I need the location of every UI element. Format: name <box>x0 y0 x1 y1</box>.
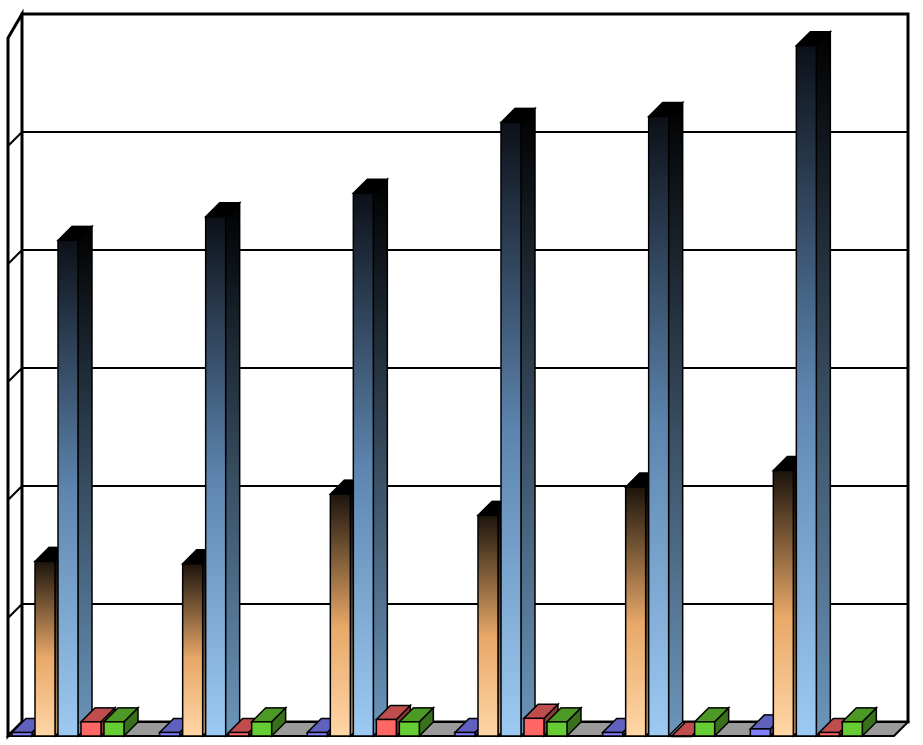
gridline-side <box>7 131 23 147</box>
gridlines <box>7 131 908 619</box>
bar <box>352 192 375 737</box>
bar <box>841 721 864 737</box>
bar-side <box>224 200 241 738</box>
bar <box>80 721 102 737</box>
gridline-side <box>7 249 23 265</box>
bar-side <box>77 224 93 738</box>
bar <box>398 721 421 737</box>
bar <box>624 486 647 737</box>
bar <box>227 731 250 737</box>
bar <box>158 731 181 737</box>
bar <box>795 44 818 737</box>
bar <box>34 560 56 737</box>
gridline-side <box>7 603 23 619</box>
bar <box>546 721 568 737</box>
bar <box>647 115 670 737</box>
bar <box>818 731 841 737</box>
bar <box>772 469 795 737</box>
bar-side <box>372 177 389 738</box>
bar <box>306 731 329 737</box>
bar <box>670 735 693 738</box>
bar <box>329 493 352 737</box>
bars <box>10 29 879 738</box>
bar <box>250 721 273 737</box>
bar <box>57 239 79 737</box>
bar <box>601 731 624 737</box>
bar <box>11 731 33 737</box>
bar <box>204 216 227 737</box>
bar <box>454 731 476 737</box>
gridline-side <box>7 485 23 501</box>
bar <box>523 717 545 737</box>
bar <box>477 514 499 737</box>
bar-side <box>815 29 832 738</box>
bar <box>375 718 398 737</box>
bar <box>181 562 204 737</box>
bar <box>500 121 522 737</box>
bar-side <box>520 106 536 738</box>
bar <box>749 728 772 737</box>
bar-side <box>667 100 684 738</box>
bar <box>693 721 716 737</box>
gridline-side <box>7 367 23 383</box>
bar <box>103 721 125 737</box>
